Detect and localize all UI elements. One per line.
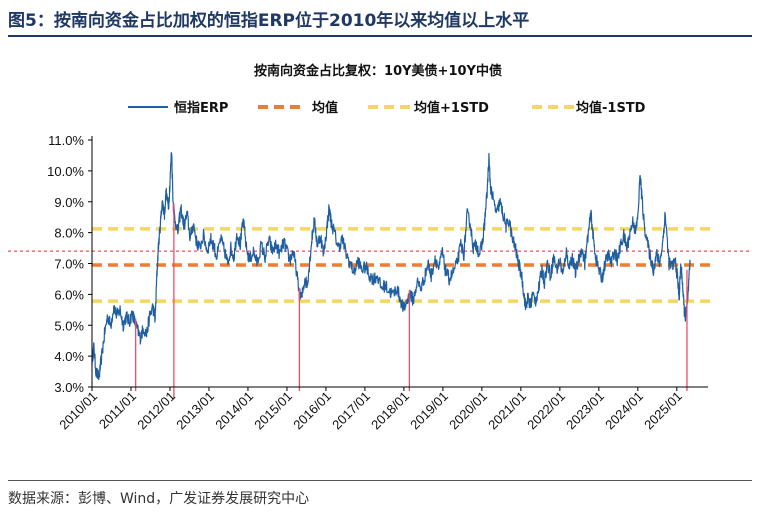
chart-title: 按南向资金占比复权：10Y美债+10Y中债 — [254, 63, 502, 79]
legend-label-upper: 均值+1STD — [414, 100, 489, 116]
legend-label-erp: 恒指ERP — [174, 100, 228, 116]
x-tick-label: 2018/01 — [368, 389, 412, 433]
x-tick-label: 2013/01 — [173, 389, 217, 433]
y-tick-label: 4.0% — [54, 349, 84, 364]
erp-series-line — [91, 152, 691, 381]
y-tick-label: 6.0% — [54, 287, 84, 302]
chart-legend: 恒指ERP 均值 均值+1STD 均值-1STD — [128, 100, 646, 116]
legend-label-mean: 均值 — [312, 100, 338, 116]
x-tick-label: 2010/01 — [56, 389, 100, 433]
title-rule — [8, 35, 752, 37]
figure-title: 图5：按南向资金占比加权的恒指ERP位于2010年以来均值以上水平 — [8, 11, 530, 31]
x-tick-label: 2024/01 — [602, 389, 646, 433]
x-tick-label: 2022/01 — [524, 389, 568, 433]
x-tick-label: 2014/01 — [212, 389, 256, 433]
x-tick-label: 2015/01 — [251, 389, 295, 433]
source-note: 数据来源：彭博、Wind，广发证券发展研究中心 — [8, 491, 310, 507]
x-tick-label: 2017/01 — [329, 389, 373, 433]
x-tick-label: 2021/01 — [485, 389, 529, 433]
y-tick-label: 9.0% — [54, 195, 84, 210]
y-tick-label: 10.0% — [47, 164, 84, 179]
legend-label-lower: 均值-1STD — [576, 100, 646, 116]
line-chart: 按南向资金占比复权：10Y美债+10Y中债 恒指ERP 均值 均值+1STD 均… — [8, 63, 750, 433]
x-tick-label: 2020/01 — [446, 389, 490, 433]
y-tick-label: 8.0% — [54, 226, 84, 241]
y-tick-label: 3.0% — [54, 380, 84, 395]
x-tick-label: 2023/01 — [563, 389, 607, 433]
y-tick-label: 11.0% — [48, 133, 84, 148]
x-tick-label: 2012/01 — [134, 389, 178, 433]
x-tick-label: 2019/01 — [407, 389, 451, 433]
footer-rule — [8, 480, 752, 481]
x-tick-label: 2016/01 — [290, 389, 334, 433]
x-tick-label: 2025/01 — [641, 389, 685, 433]
x-tick-label: 2011/01 — [96, 389, 139, 432]
y-tick-label: 7.0% — [54, 257, 84, 272]
y-tick-label: 5.0% — [54, 318, 84, 333]
